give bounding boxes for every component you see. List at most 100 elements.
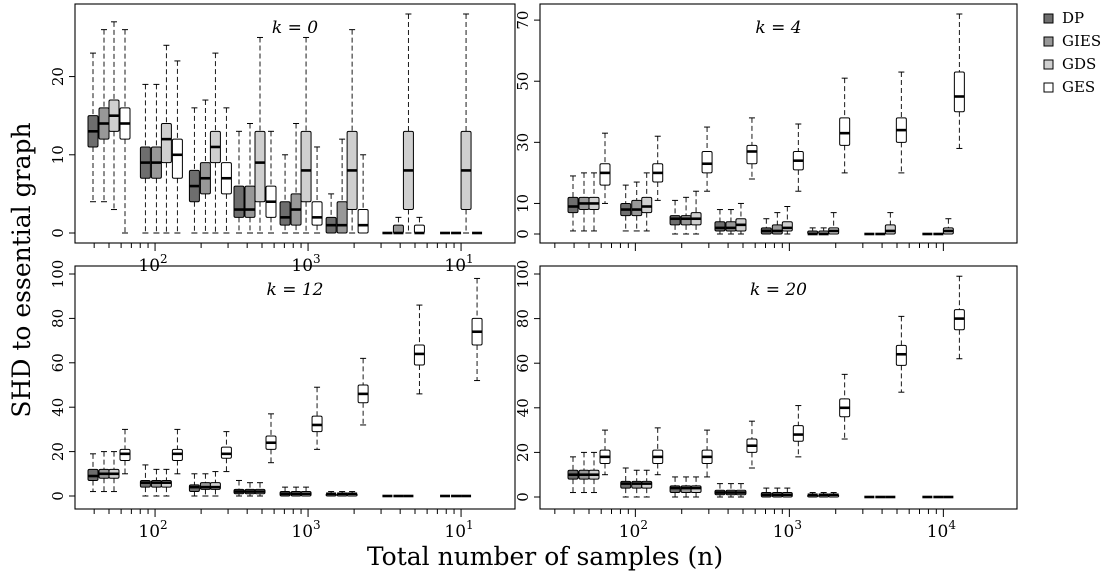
box-gds <box>346 491 358 497</box>
x-axis-label: Total number of samples (n) <box>367 542 723 571</box>
y-tick-label: 0 <box>514 492 532 502</box>
box-gds <box>735 202 747 235</box>
box-gies <box>818 492 830 498</box>
panel-frame <box>539 3 1018 244</box>
box-gds <box>346 29 358 234</box>
x-tick-label: 101 <box>444 518 473 542</box>
box-gds <box>588 172 600 232</box>
x-tick-label: 102 <box>138 518 167 542</box>
box-dp <box>87 52 99 203</box>
panel-1: k = 0 0 10 20 102 103 101 <box>49 3 516 276</box>
box-gds <box>402 13 414 234</box>
box-dp <box>714 209 726 235</box>
panel-frame <box>74 3 516 244</box>
box-ges <box>311 146 323 234</box>
box-gies <box>578 451 590 494</box>
box-body <box>631 199 643 217</box>
box-dp <box>620 184 632 232</box>
legend-item-gies: GIES <box>1043 32 1101 50</box>
box-gies <box>631 181 643 232</box>
x-tick-label: 102 <box>138 252 167 276</box>
box-dp <box>807 492 819 498</box>
box-ges <box>413 216 425 235</box>
box-ges <box>792 405 804 458</box>
box-gds <box>942 218 954 235</box>
box-gies <box>818 227 830 236</box>
box-dp <box>807 227 819 236</box>
box-ges <box>701 429 713 478</box>
box-gds <box>781 487 793 498</box>
y-tick-label: 10 <box>514 194 532 213</box>
box-gds <box>828 212 840 235</box>
y-tick-label: 100 <box>514 260 532 289</box>
box-ges <box>171 60 183 234</box>
panel-2: k = 4 0 10 30 50 70 <box>514 3 1018 251</box>
y-tick-label: 20 <box>514 443 532 462</box>
box-gies <box>680 196 692 235</box>
box-gds <box>641 469 653 498</box>
box-gds <box>884 212 896 235</box>
box-dp <box>233 130 245 234</box>
box-dp <box>279 154 291 234</box>
box-dp <box>620 467 632 498</box>
panel-frame <box>74 265 516 510</box>
legend-label: GDS <box>1062 55 1096 73</box>
legend-label: DP <box>1062 9 1084 27</box>
box-body <box>680 215 692 226</box>
y-tick-label: 0 <box>49 491 67 501</box>
box-body <box>669 215 681 226</box>
box-gies <box>199 99 211 234</box>
box-ges <box>413 304 425 395</box>
x-tick-label: 103 <box>291 252 320 276</box>
box-ges <box>953 275 965 360</box>
box-gds <box>300 36 312 234</box>
box-ges <box>839 373 851 440</box>
box-gds <box>300 486 312 497</box>
box-ges <box>171 428 183 475</box>
y-tick-label: 0 <box>49 228 67 238</box>
box-gies <box>150 83 162 234</box>
box-gies <box>150 468 162 497</box>
box-dp <box>233 479 245 497</box>
panel-title: k = 12 <box>267 280 324 300</box>
box-body <box>357 209 369 234</box>
box-body <box>160 123 172 164</box>
box-body <box>771 224 783 235</box>
box-gds <box>735 483 747 498</box>
box-body <box>567 196 579 214</box>
box-gies <box>244 123 256 234</box>
box-gies <box>631 469 643 498</box>
box-gds <box>690 190 702 235</box>
box-gds <box>209 52 221 234</box>
legend-swatch <box>1043 82 1054 93</box>
box-body <box>953 71 965 113</box>
box-gds <box>690 476 702 498</box>
box-gds <box>209 471 221 497</box>
box-ges <box>311 386 323 450</box>
box-body <box>781 221 793 232</box>
box-body <box>599 163 611 186</box>
box-gds <box>641 172 653 232</box>
legend-label: GIES <box>1062 32 1101 50</box>
box-dp <box>139 83 151 234</box>
box-ges <box>119 428 131 475</box>
box-body <box>311 201 323 226</box>
x-tick-label: 101 <box>444 252 473 276</box>
box-ges <box>119 29 131 234</box>
panel-frame <box>539 265 1018 510</box>
box-dp <box>760 218 772 235</box>
box-ges <box>265 130 277 234</box>
box-dp <box>279 486 291 497</box>
box-ges <box>652 135 664 201</box>
box-ges <box>895 71 907 174</box>
legend-label: GES <box>1062 78 1095 96</box>
y-tick-label: 80 <box>514 309 532 328</box>
y-tick-label: 80 <box>49 309 67 328</box>
box-gds <box>781 206 793 235</box>
legend-swatch <box>1043 13 1054 24</box>
box-body <box>701 151 713 174</box>
box-gies <box>771 212 783 235</box>
box-ges <box>220 107 232 234</box>
